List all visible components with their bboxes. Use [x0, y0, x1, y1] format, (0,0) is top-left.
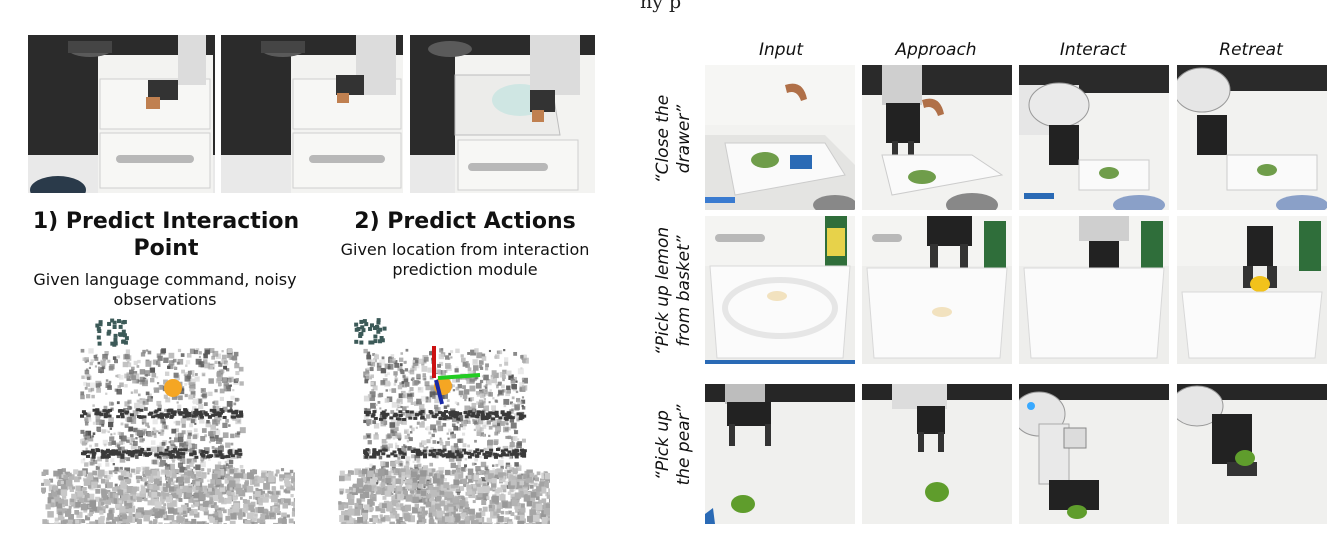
point-cloud-actions: [338, 318, 550, 524]
frame-close-drawer-interact: [1019, 65, 1169, 210]
frame-close-drawer-input: [705, 65, 855, 210]
drawer-photo-1: [28, 35, 215, 193]
row-label-pick-lemon-line1: “Pick up lemon: [653, 226, 673, 356]
module1-subtitle: Given language command, noisy observatio…: [33, 270, 297, 309]
column-header-retreat: Retreat: [1219, 40, 1283, 60]
row-label-pick-pear-line2: the pear”: [674, 404, 694, 486]
row-label-close-drawer-line1: “Close the: [653, 94, 673, 184]
frame-pick-pear-input: [705, 384, 855, 524]
frame-pick-lemon-approach: [862, 216, 1012, 364]
row-label-close-drawer-line2: drawer”: [674, 104, 694, 174]
column-header-input: Input: [758, 40, 804, 60]
row-label-pick-lemon-line2: from basket”: [674, 235, 694, 347]
row-label-pick-lemon: “Pick up lemon from basket”: [653, 206, 697, 376]
column-header-interact: Interact: [1059, 40, 1127, 60]
frame-close-drawer-approach: [862, 65, 1012, 210]
axis-x-arrow: [437, 373, 481, 380]
frame-pick-pear-interact: [1019, 384, 1169, 524]
row-label-pick-pear-line1: “Pick up: [653, 410, 673, 480]
frame-pick-lemon-interact: [1019, 216, 1169, 364]
row-label-close-drawer: “Close the drawer”: [653, 69, 697, 209]
drawer-photo-3: [410, 35, 595, 193]
interaction-point-marker: [164, 379, 182, 397]
module2-subtitle: Given location from interaction predicti…: [340, 240, 590, 279]
column-header-approach: Approach: [895, 40, 977, 60]
frame-pick-pear-approach: [862, 384, 1012, 524]
module1-title: 1) Predict Interaction Point: [32, 209, 300, 261]
module2-title: 2) Predict Actions: [354, 209, 576, 234]
frame-close-drawer-retreat: [1177, 65, 1327, 210]
row-label-pick-pear: “Pick up the pear”: [653, 385, 697, 505]
drawer-photo-2: [221, 35, 403, 193]
point-cloud-interaction: [40, 318, 295, 524]
clipped-caption: ny p: [640, 0, 682, 13]
axis-y-arrow: [434, 379, 444, 405]
frame-pick-lemon-input: [705, 216, 855, 364]
frame-pick-pear-retreat: [1177, 384, 1327, 524]
frame-pick-lemon-retreat: [1177, 216, 1327, 364]
